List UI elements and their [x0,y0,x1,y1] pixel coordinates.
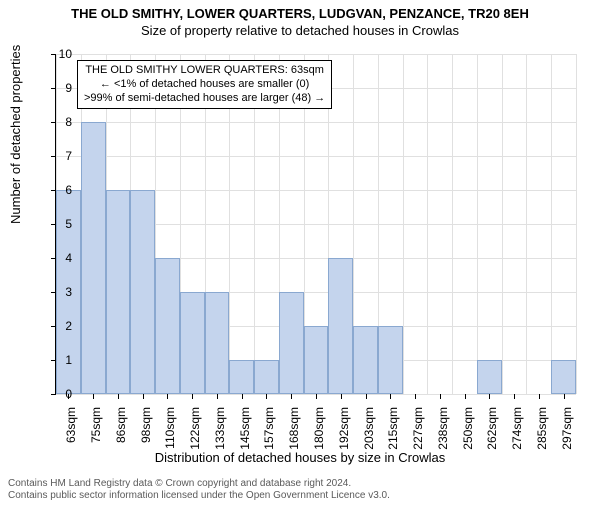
xtick-mark [217,394,218,399]
annotation-box: THE OLD SMITHY LOWER QUARTERS: 63sqm ← <… [77,60,332,109]
xtick-label: 75sqm [89,407,103,459]
xtick-label: 192sqm [337,407,351,459]
bar [353,326,378,394]
y-axis-label: Number of detached properties [8,45,23,224]
annotation-line: THE OLD SMITHY LOWER QUARTERS: 63sqm [84,64,325,78]
gridline-v [551,54,552,394]
xtick-mark [93,394,94,399]
xtick-mark [341,394,342,399]
ytick-label: 3 [52,285,72,299]
ytick-label: 5 [52,217,72,231]
bar [304,326,329,394]
ytick-label: 0 [52,387,72,401]
ytick-label: 4 [52,251,72,265]
xtick-mark [316,394,317,399]
chart: THE OLD SMITHY LOWER QUARTERS: 63sqm ← <… [55,54,575,394]
xtick-mark [514,394,515,399]
xtick-label: 274sqm [510,407,524,459]
bar [130,190,155,394]
xtick-label: 297sqm [560,407,574,459]
xtick-mark [291,394,292,399]
xtick-mark [564,394,565,399]
xtick-mark [143,394,144,399]
bar [477,360,502,394]
xtick-mark [390,394,391,399]
annotation-line: ← <1% of detached houses are smaller (0) [84,78,325,92]
ytick-label: 9 [52,81,72,95]
bar [378,326,403,394]
footer: Contains HM Land Registry data © Crown c… [8,478,390,502]
bar [180,292,205,394]
bar [81,122,106,394]
bar [328,258,353,394]
ytick-label: 1 [52,353,72,367]
annotation-line: >99% of semi-detached houses are larger … [84,92,325,106]
xtick-mark [266,394,267,399]
gridline-v [576,54,577,394]
gridline-h [56,156,576,157]
xtick-label: 285sqm [535,407,549,459]
xtick-mark [465,394,466,399]
gridline-v [452,54,453,394]
gridline-h [56,54,576,55]
bar [229,360,254,394]
page-subtitle: Size of property relative to detached ho… [0,23,600,38]
gridline-v [526,54,527,394]
ytick-label: 10 [52,47,72,61]
gridline-v [502,54,503,394]
bar [254,360,279,394]
xtick-mark [366,394,367,399]
xtick-label: 250sqm [461,407,475,459]
xtick-label: 122sqm [188,407,202,459]
ytick-label: 2 [52,319,72,333]
xtick-mark [192,394,193,399]
xtick-mark [242,394,243,399]
xtick-label: 262sqm [485,407,499,459]
xtick-label: 180sqm [312,407,326,459]
gridline-v [427,54,428,394]
xtick-mark [415,394,416,399]
xtick-label: 168sqm [287,407,301,459]
bar [279,292,304,394]
ytick-label: 6 [52,183,72,197]
xtick-mark [167,394,168,399]
bar [551,360,576,394]
gridline-v [477,54,478,394]
xtick-label: 215sqm [386,407,400,459]
page-title: THE OLD SMITHY, LOWER QUARTERS, LUDGVAN,… [0,6,600,21]
gridline-h [56,122,576,123]
xtick-label: 98sqm [139,407,153,459]
xtick-label: 133sqm [213,407,227,459]
xtick-label: 145sqm [238,407,252,459]
bar [205,292,230,394]
footer-line: Contains public sector information licen… [8,490,390,502]
bar [155,258,180,394]
xtick-label: 227sqm [411,407,425,459]
xtick-label: 110sqm [163,407,177,459]
gridline-v [403,54,404,394]
xtick-mark [489,394,490,399]
xtick-label: 86sqm [114,407,128,459]
xtick-label: 63sqm [64,407,78,459]
xtick-mark [539,394,540,399]
xtick-mark [440,394,441,399]
xtick-label: 157sqm [262,407,276,459]
ytick-label: 8 [52,115,72,129]
ytick-label: 7 [52,149,72,163]
xtick-label: 203sqm [362,407,376,459]
bar [106,190,131,394]
footer-line: Contains HM Land Registry data © Crown c… [8,478,390,490]
xtick-mark [118,394,119,399]
xtick-label: 238sqm [436,407,450,459]
